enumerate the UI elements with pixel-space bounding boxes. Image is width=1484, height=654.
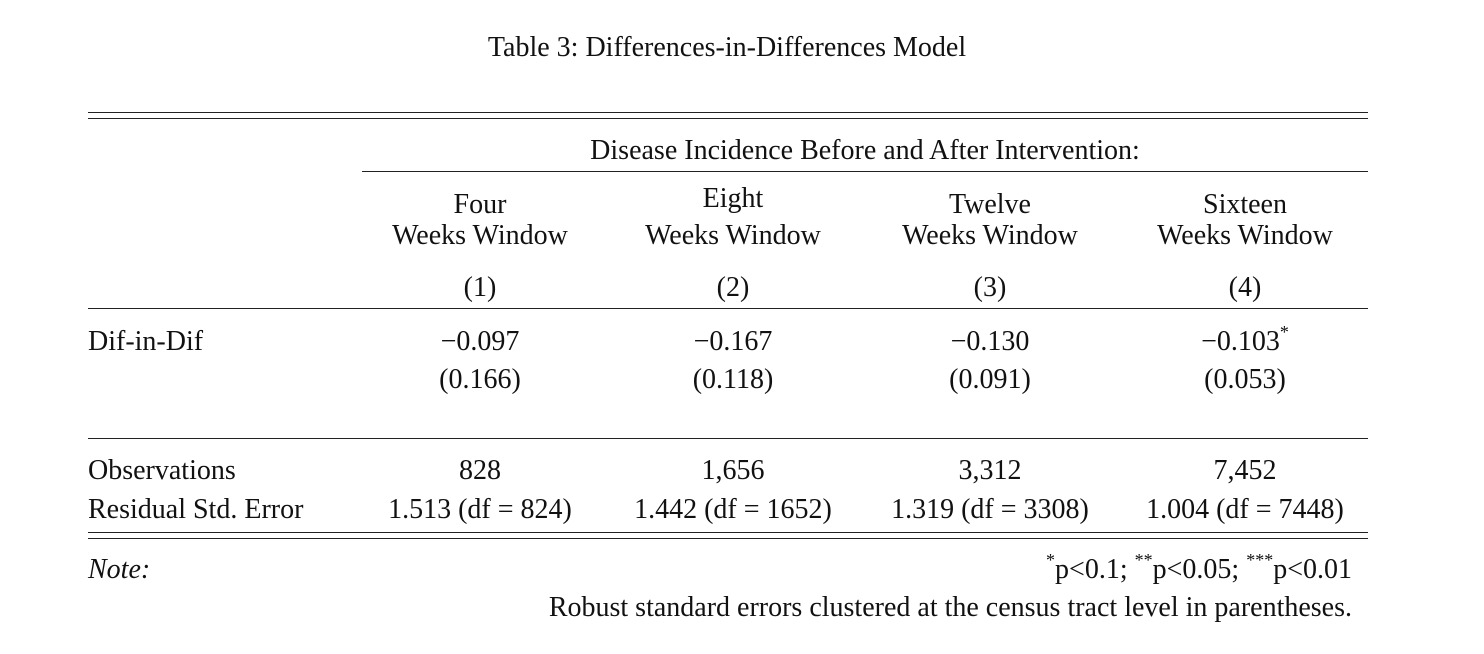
row-label-observations: Observations	[88, 455, 236, 486]
bottom-rule-2	[88, 538, 1368, 539]
column-header-3-line2: Weeks Window	[902, 220, 1078, 251]
column-number-1: (1)	[463, 272, 497, 303]
row-label-did: Dif-in-Dif	[88, 326, 204, 357]
observations-2: 1,656	[701, 455, 765, 486]
note-text: Robust standard errors clustered at the …	[548, 592, 1352, 623]
residual-std-error-3: 1.319 (df = 3308)	[891, 494, 1089, 525]
row-label-residual-std-error: Residual Std. Error	[88, 494, 304, 525]
did-coef-2: −0.167	[693, 326, 773, 357]
observations-1: 828	[459, 455, 501, 486]
column-header-4-line1: Sixteen	[1203, 189, 1287, 220]
column-number-3: (3)	[973, 272, 1007, 303]
header-rule	[88, 308, 1368, 309]
observations-3: 3,312	[958, 455, 1022, 486]
did-se-3: (0.091)	[949, 364, 1031, 395]
bottom-rule-1	[88, 532, 1368, 533]
top-rule-1	[88, 112, 1368, 113]
column-header-1-line1: Four	[453, 189, 507, 220]
did-coef-3: −0.130	[950, 326, 1030, 357]
observations-4: 7,452	[1213, 455, 1277, 486]
stats-rule	[88, 438, 1368, 439]
note-label: Note:	[88, 554, 151, 585]
residual-std-error-4: 1.004 (df = 7448)	[1146, 494, 1344, 525]
residual-std-error-1: 1.513 (df = 824)	[388, 494, 572, 525]
top-rule-2	[88, 118, 1368, 119]
column-spanner: Disease Incidence Before and After Inter…	[590, 135, 1140, 166]
column-header-2-line1: Eight	[702, 183, 764, 214]
did-coef-4: −0.103*	[1201, 321, 1289, 357]
did-se-4: (0.053)	[1204, 364, 1286, 395]
column-header-2-line2: Weeks Window	[645, 220, 821, 251]
did-se-1: (0.166)	[439, 364, 521, 395]
column-number-4: (4)	[1228, 272, 1262, 303]
column-number-2: (2)	[716, 272, 750, 303]
significance-legend: *p<0.1; **p<0.05; ***p<0.01	[1046, 549, 1352, 585]
did-coef-1: −0.097	[440, 326, 520, 357]
column-header-1-line2: Weeks Window	[392, 220, 568, 251]
spanner-rule	[362, 171, 1368, 172]
table-caption: Table 3: Differences-in-Differences Mode…	[487, 32, 967, 63]
column-header-3-line1: Twelve	[948, 189, 1031, 220]
column-header-4-line2: Weeks Window	[1157, 220, 1333, 251]
did-se-2: (0.118)	[692, 364, 774, 395]
residual-std-error-2: 1.442 (df = 1652)	[634, 494, 832, 525]
